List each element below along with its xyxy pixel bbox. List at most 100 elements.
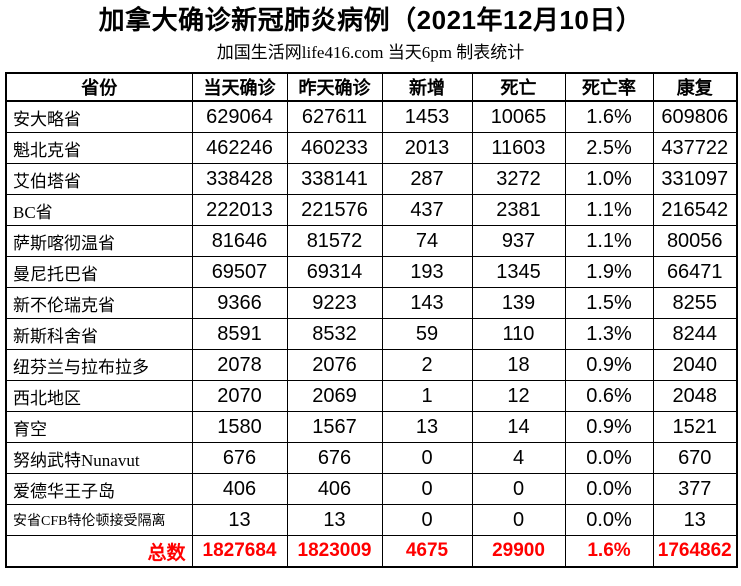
cell-province-name: 纽芬兰与拉布拉多 bbox=[5, 349, 193, 381]
cell-value: 2381 bbox=[471, 194, 566, 226]
table-row: 安大略省 629064 627611 1453 10065 1.6% 609806 bbox=[5, 100, 738, 133]
cell-value: 1521 bbox=[652, 411, 738, 443]
total-cell-value: 1827684 bbox=[191, 535, 288, 568]
cell-value: 1 bbox=[381, 380, 473, 412]
cell-value: 1453 bbox=[381, 100, 473, 133]
cell-value: 676 bbox=[191, 442, 288, 474]
cell-value: 10065 bbox=[471, 100, 566, 133]
cell-value: 1.5% bbox=[564, 287, 654, 319]
cell-value: 629064 bbox=[191, 100, 288, 133]
cell-value: 0 bbox=[471, 504, 566, 536]
cell-value: 143 bbox=[381, 287, 473, 319]
total-row: 总数 1827684 1823009 4675 29900 1.6% 1764862 bbox=[5, 535, 738, 568]
table-row: BC省 222013 221576 437 2381 1.1% 216542 bbox=[5, 194, 738, 226]
cell-value: 2069 bbox=[286, 380, 383, 412]
column-header: 死亡率 bbox=[564, 72, 654, 102]
table-row: 新斯科舍省 8591 8532 59 110 1.3% 8244 bbox=[5, 318, 738, 350]
table-row: 安省CFB特伦顿接受隔离 13 13 0 0 0.0% 13 bbox=[5, 504, 738, 536]
total-cell-value: 29900 bbox=[471, 535, 566, 568]
cell-value: 8591 bbox=[191, 318, 288, 350]
cell-value: 331097 bbox=[652, 163, 738, 195]
cell-value: 9366 bbox=[191, 287, 288, 319]
cell-value: 14 bbox=[471, 411, 566, 443]
cell-value: 1.1% bbox=[564, 225, 654, 257]
cell-value: 8532 bbox=[286, 318, 383, 350]
cell-province-name: 曼尼托巴省 bbox=[5, 256, 193, 288]
cell-value: 69507 bbox=[191, 256, 288, 288]
cell-value: 0 bbox=[381, 473, 473, 505]
cell-value: 8255 bbox=[652, 287, 738, 319]
cell-value: 0.0% bbox=[564, 504, 654, 536]
cell-value: 74 bbox=[381, 225, 473, 257]
cell-value: 676 bbox=[286, 442, 383, 474]
cell-value: 8244 bbox=[652, 318, 738, 350]
total-row-label: 总数 bbox=[5, 535, 193, 568]
cell-value: 2078 bbox=[191, 349, 288, 381]
cell-value: 1.1% bbox=[564, 194, 654, 226]
table-row: 艾伯塔省 338428 338141 287 3272 1.0% 331097 bbox=[5, 163, 738, 195]
cell-province-name: BC省 bbox=[5, 194, 193, 226]
cell-value: 0.6% bbox=[564, 380, 654, 412]
cell-province-name: 爱德华王子岛 bbox=[5, 473, 193, 505]
cell-value: 81572 bbox=[286, 225, 383, 257]
cell-province-name: 安大略省 bbox=[5, 100, 193, 133]
cell-value: 222013 bbox=[191, 194, 288, 226]
cell-value: 0 bbox=[381, 442, 473, 474]
column-header: 昨天确诊 bbox=[286, 72, 383, 102]
page-subtitle: 加国生活网life416.com 当天6pm 制表统计 bbox=[216, 43, 525, 62]
cell-value: 460233 bbox=[286, 132, 383, 164]
table-row: 爱德华王子岛 406 406 0 0 0.0% 377 bbox=[5, 473, 738, 505]
cell-province-name: 新斯科舍省 bbox=[5, 318, 193, 350]
table-row: 萨斯喀彻温省 81646 81572 74 937 1.1% 80056 bbox=[5, 225, 738, 257]
cell-value: 2076 bbox=[286, 349, 383, 381]
cell-value: 81646 bbox=[191, 225, 288, 257]
cell-value: 13 bbox=[381, 411, 473, 443]
cell-value: 12 bbox=[471, 380, 566, 412]
cell-value: 937 bbox=[471, 225, 566, 257]
cell-value: 2070 bbox=[191, 380, 288, 412]
cell-value: 80056 bbox=[652, 225, 738, 257]
cell-value: 0 bbox=[471, 473, 566, 505]
cell-value: 0 bbox=[381, 504, 473, 536]
total-cell-value: 4675 bbox=[381, 535, 473, 568]
table-row: 努纳武特Nunavut 676 676 0 4 0.0% 670 bbox=[5, 442, 738, 474]
cell-value: 627611 bbox=[286, 100, 383, 133]
cell-province-name: 新不伦瑞克省 bbox=[5, 287, 193, 319]
header-row: 省份 当天确诊 昨天确诊 新增 死亡 死亡率 康复 bbox=[5, 72, 738, 102]
cell-value: 193 bbox=[381, 256, 473, 288]
total-cell-value: 1823009 bbox=[286, 535, 383, 568]
table-row: 新不伦瑞克省 9366 9223 143 139 1.5% 8255 bbox=[5, 287, 738, 319]
cell-value: 377 bbox=[652, 473, 738, 505]
cell-value: 1.9% bbox=[564, 256, 654, 288]
cell-value: 1580 bbox=[191, 411, 288, 443]
cell-value: 338428 bbox=[191, 163, 288, 195]
cell-value: 18 bbox=[471, 349, 566, 381]
cell-value: 9223 bbox=[286, 287, 383, 319]
cell-province-name: 育空 bbox=[5, 411, 193, 443]
table-row: 西北地区 2070 2069 1 12 0.6% 2048 bbox=[5, 380, 738, 412]
cell-value: 1567 bbox=[286, 411, 383, 443]
cell-value: 437 bbox=[381, 194, 473, 226]
column-header: 当天确诊 bbox=[191, 72, 288, 102]
cell-value: 1.0% bbox=[564, 163, 654, 195]
column-header: 省份 bbox=[5, 72, 193, 102]
cell-province-name: 努纳武特Nunavut bbox=[5, 442, 193, 474]
cell-value: 0.0% bbox=[564, 473, 654, 505]
cell-value: 4 bbox=[471, 442, 566, 474]
cell-value: 69314 bbox=[286, 256, 383, 288]
table-row: 魁北克省 462246 460233 2013 11603 2.5% 437722 bbox=[5, 132, 738, 164]
cell-value: 2.5% bbox=[564, 132, 654, 164]
total-cell-value: 1764862 bbox=[652, 535, 738, 568]
cell-province-name: 魁北克省 bbox=[5, 132, 193, 164]
cell-value: 139 bbox=[471, 287, 566, 319]
cell-value: 59 bbox=[381, 318, 473, 350]
cell-value: 2040 bbox=[652, 349, 738, 381]
cell-value: 13 bbox=[652, 504, 738, 536]
total-cell-value: 1.6% bbox=[564, 535, 654, 568]
cell-value: 0.9% bbox=[564, 411, 654, 443]
cell-value: 462246 bbox=[191, 132, 288, 164]
cell-province-name: 艾伯塔省 bbox=[5, 163, 193, 195]
cell-value: 406 bbox=[191, 473, 288, 505]
cell-value: 216542 bbox=[652, 194, 738, 226]
cell-value: 0.0% bbox=[564, 442, 654, 474]
